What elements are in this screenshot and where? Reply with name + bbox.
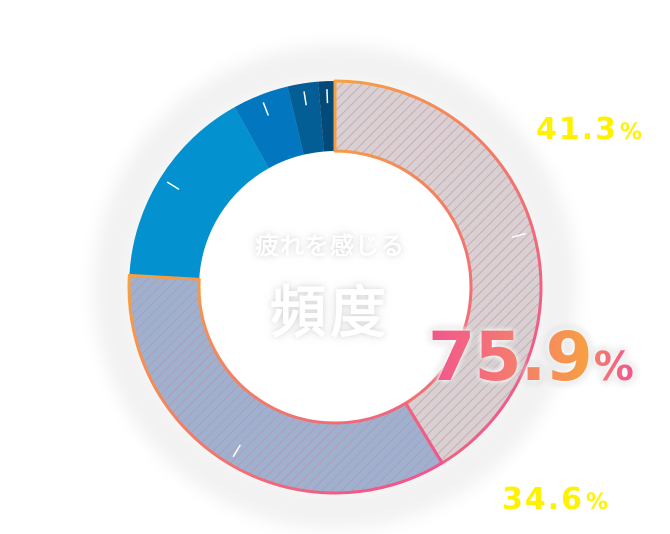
slice-label-unit: % [586, 490, 611, 515]
slice-2 [129, 107, 269, 280]
highlight-value: 75.9 [428, 318, 593, 397]
slice-0-hatch [335, 81, 541, 463]
slice-0-tick [511, 232, 526, 239]
slice-5-tick [326, 89, 329, 104]
slice-3 [234, 86, 304, 169]
slice-label-value: 41.3 [536, 112, 619, 147]
slice-label-top: 41.3% [536, 112, 644, 147]
highlight-total: 75.9% [428, 318, 634, 397]
center-subtitle: 疲れを感じる [255, 232, 405, 260]
slice-outline-0 [333, 79, 543, 465]
slice-outline-1 [127, 273, 444, 495]
slice-4 [287, 81, 324, 155]
center-title: 頻度 [270, 281, 390, 346]
highlight-unit: % [593, 344, 634, 390]
slice-4-tick [303, 91, 307, 106]
slice-2-tick [166, 181, 180, 191]
slice-5 [318, 81, 335, 152]
slice-1-hatch [129, 275, 443, 493]
slice-label-value: 34.6 [502, 482, 585, 517]
slice-3-tick [262, 102, 270, 116]
slice-label-bottom: 34.6% [502, 482, 610, 517]
slice-label-unit: % [620, 120, 645, 145]
slice-1-tick [232, 444, 241, 458]
